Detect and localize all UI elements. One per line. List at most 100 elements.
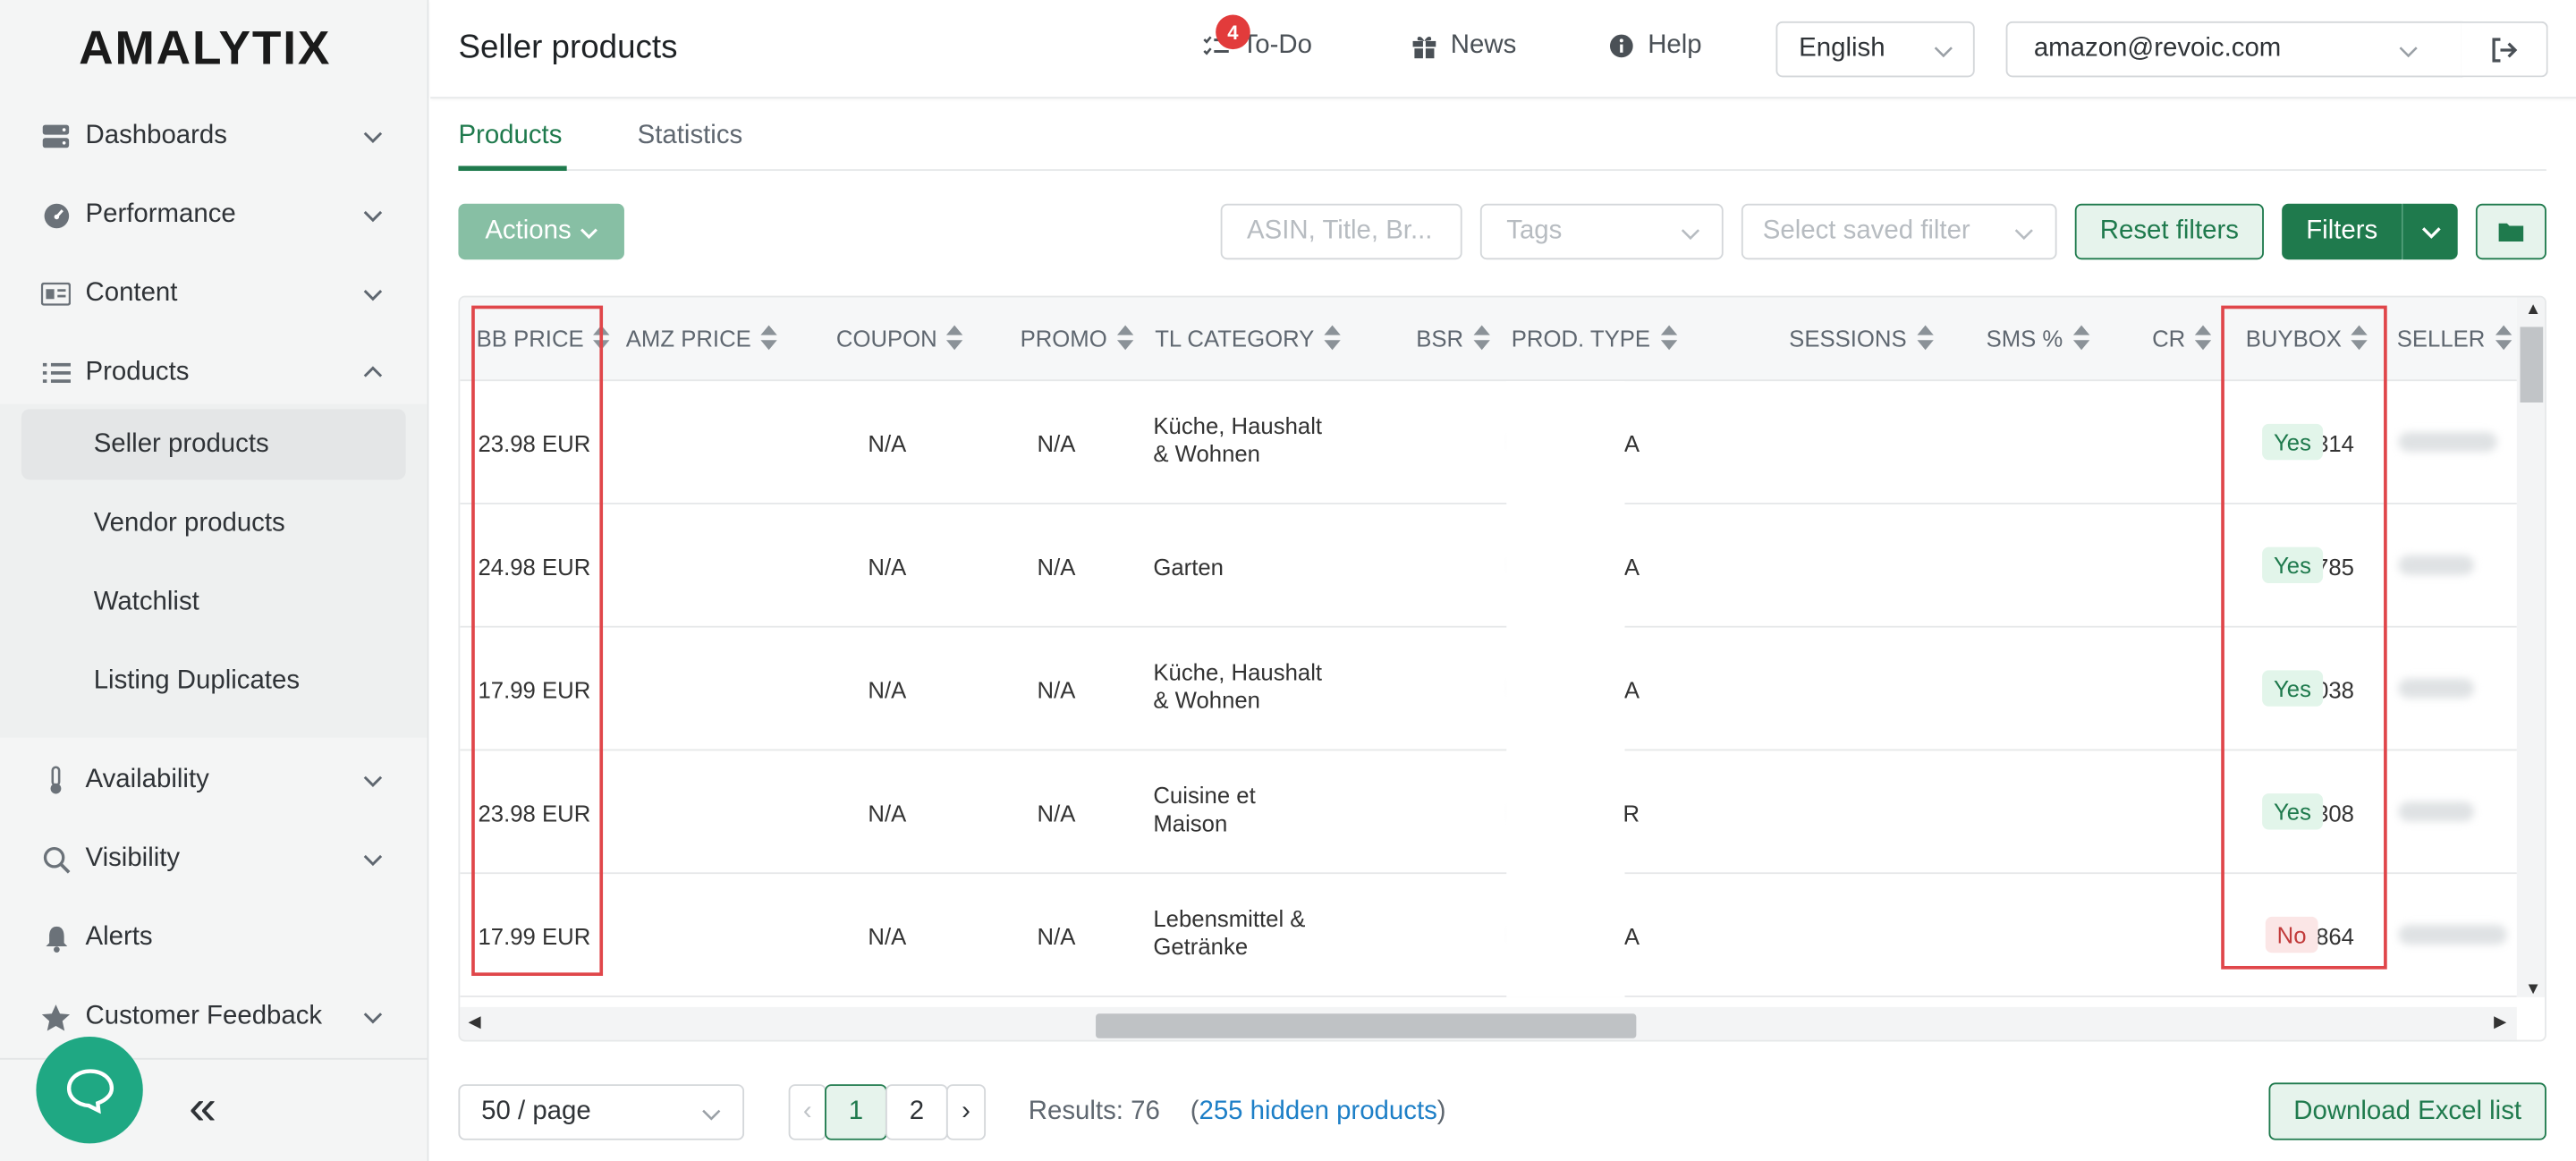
column-label: BUYBOX [2245, 325, 2342, 352]
prev-page-button[interactable]: ‹ [788, 1084, 826, 1140]
buybox-badge: Yes [2262, 547, 2323, 584]
column-header-tl-category[interactable]: TL CATEGORY [1155, 325, 1341, 352]
sort-icon [593, 325, 611, 352]
blurred-seller [2398, 555, 2475, 575]
page-size-select[interactable]: 50 / page [458, 1084, 745, 1140]
column-header-prod-type[interactable]: PROD. TYPE [1511, 325, 1677, 352]
buybox-badge: Yes [2262, 670, 2323, 707]
filters-dropdown-button[interactable] [2402, 203, 2458, 260]
help-link[interactable]: Help [1608, 31, 1702, 61]
vertical-scrollbar[interactable] [2516, 297, 2546, 997]
server-icon [41, 122, 71, 151]
page-2-button[interactable]: 2 [885, 1084, 948, 1140]
chevron-down-icon [363, 854, 383, 867]
chat-bubble-icon [66, 1068, 114, 1114]
column-header-bb-price[interactable]: BB PRICE [476, 325, 611, 352]
blurred-seller [2398, 925, 2507, 945]
chat-button[interactable] [36, 1036, 143, 1144]
gift-icon [1412, 36, 1436, 60]
todo-link[interactable]: To-Do [1202, 30, 1312, 61]
sidebar-item-performance[interactable]: Performance [0, 182, 428, 248]
active-tab-indicator [458, 165, 567, 172]
scroll-down-icon[interactable]: ▼ [2525, 980, 2542, 999]
sidebar-item-label: Products [85, 358, 190, 386]
page-title: Seller products [458, 30, 678, 66]
next-page-button[interactable]: › [945, 1084, 987, 1140]
column-header-promo[interactable]: PROMO [1020, 325, 1134, 352]
column-label: PROD. TYPE [1511, 325, 1651, 352]
chevron-down-icon [2399, 47, 2418, 58]
tab-products[interactable]: Products [458, 121, 563, 150]
chevron-down-icon [363, 775, 383, 788]
saved-filter-select[interactable]: Select saved filter [1741, 203, 2057, 260]
scroll-up-icon[interactable]: ▲ [2525, 301, 2542, 319]
column-label: PROMO [1020, 325, 1107, 352]
sidebar-item-label: Performance [85, 200, 236, 229]
tags-select[interactable]: Tags [1479, 203, 1724, 260]
tab-statistics[interactable]: Statistics [637, 121, 743, 150]
chevron-down-icon [2421, 227, 2440, 239]
results-summary: Results: 76 (255 hidden products) [1028, 1097, 1446, 1126]
sidebar-item-dashboards[interactable]: Dashboards [0, 104, 428, 169]
list-icon [41, 358, 71, 387]
horizontal-scrollbar-thumb[interactable] [1096, 1013, 1637, 1038]
sidebar-item-visibility[interactable]: Visibility [0, 826, 428, 892]
column-label: SELLER [2396, 325, 2486, 352]
cell-coupon: N/A [868, 923, 907, 950]
sidebar-item-alerts[interactable]: Alerts [0, 905, 428, 970]
column-header-cr[interactable]: CR [2152, 325, 2212, 352]
sidebar-subitem-vendor-products[interactable]: Vendor products [93, 508, 285, 537]
hidden-products-link[interactable]: 255 hidden products [1199, 1097, 1437, 1126]
page-1-button[interactable]: 1 [825, 1084, 887, 1140]
column-header-sessions[interactable]: SESSIONS [1789, 325, 1934, 352]
news-link[interactable]: News [1411, 31, 1516, 61]
column-header-sms[interactable]: SMS % [1987, 325, 2089, 352]
chevron-down-icon [702, 1109, 721, 1121]
reset-filters-button[interactable]: Reset filters [2074, 203, 2264, 260]
column-header-coupon[interactable]: COUPON [836, 325, 964, 352]
column-label: BSR [1416, 325, 1464, 352]
scroll-right-icon[interactable]: ▶ [2494, 1013, 2507, 1032]
blurred-seller [2398, 678, 2475, 699]
info-icon [1609, 34, 1633, 58]
column-label: BB PRICE [476, 325, 584, 352]
download-excel-button[interactable]: Download Excel list [2268, 1082, 2546, 1140]
scroll-left-icon[interactable]: ◀ [468, 1013, 481, 1032]
sidebar-item-label: Availability [85, 765, 209, 794]
filters-button[interactable]: Filters [2282, 203, 2402, 260]
account-value: amazon@revoic.com [2033, 34, 2282, 63]
vertical-scrollbar-thumb[interactable] [2520, 326, 2544, 403]
logout-button[interactable] [2461, 21, 2548, 78]
column-header-bsr[interactable]: BSR [1416, 325, 1490, 352]
sidebar-item-customer-feedback[interactable]: Customer Feedback [0, 984, 428, 1049]
sidebar-item-products[interactable]: Products [0, 340, 428, 405]
chevron-down-icon [1681, 229, 1700, 241]
sidebar-item-content[interactable]: Content [0, 261, 428, 326]
collapse-sidebar-button[interactable]: « [189, 1080, 216, 1136]
cell-tl-category: Küche, Haushalt & Wohnen [1153, 658, 1323, 714]
star-icon [41, 1002, 71, 1031]
actions-button[interactable]: Actions [458, 203, 624, 260]
language-select[interactable]: English [1775, 21, 1975, 78]
sidebar-subitem-seller-products[interactable]: Seller products [21, 409, 406, 480]
sidebar-subitem-watchlist[interactable]: Watchlist [93, 587, 199, 615]
search-input[interactable]: ASIN, Title, Br... [1220, 203, 1462, 260]
column-header-buybox[interactable]: BUYBOX [2245, 325, 2368, 352]
sidebar-item-availability[interactable]: Availability [0, 748, 428, 813]
cell-tl-category: Lebensmittel & Getränke [1153, 905, 1306, 960]
sidebar-subitem-listing-duplicates[interactable]: Listing Duplicates [93, 665, 301, 695]
chevron-down-icon [363, 1013, 383, 1024]
todo-label: To-Do [1241, 30, 1312, 60]
logout-icon [2491, 37, 2517, 62]
column-header-amz-price[interactable]: AMZ PRICE [626, 325, 778, 352]
chevron-down-icon [363, 131, 383, 144]
chevron-down-icon [363, 210, 383, 223]
account-select[interactable]: amazon@revoic.com [2005, 21, 2463, 78]
saved-filters-folder-button[interactable] [2475, 203, 2546, 260]
column-header-seller[interactable]: SELLER [2396, 325, 2512, 352]
